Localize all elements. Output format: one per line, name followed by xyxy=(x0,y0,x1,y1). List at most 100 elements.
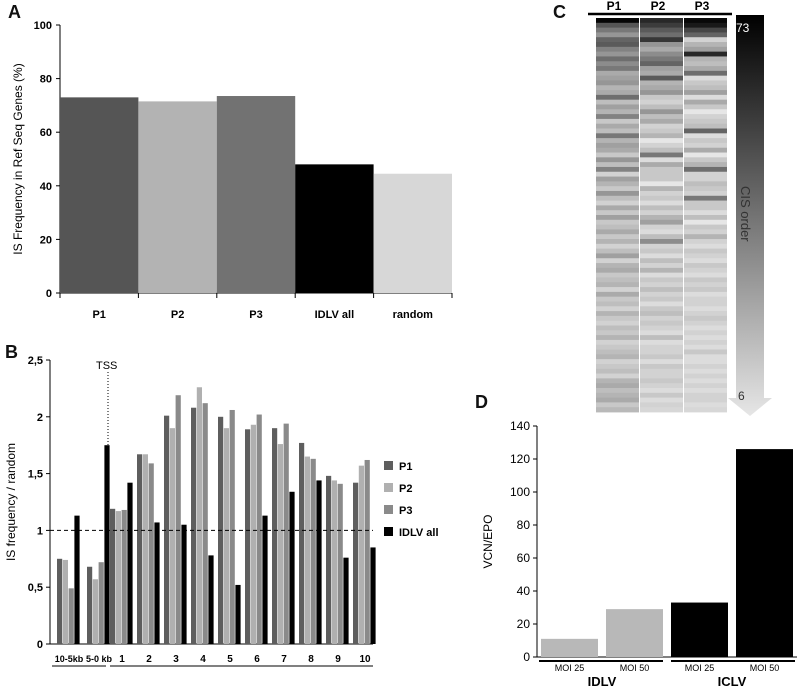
panel-c-heatmap-cell xyxy=(640,296,683,302)
panel-c-heatmap-cell xyxy=(640,109,683,115)
panel-c-heatmap-cell xyxy=(684,186,727,192)
panel-b-x-tick-label: 5-0 kb xyxy=(86,654,113,664)
panel-c-heatmap-cell xyxy=(640,37,683,43)
panel-c-heatmap-cell xyxy=(596,210,639,216)
panel-b-bar xyxy=(272,428,278,644)
panel-c-heatmap-cell xyxy=(596,407,639,413)
panel-c-heatmap-cell xyxy=(684,325,727,331)
panel-a-bar-p3 xyxy=(216,96,296,294)
panel-a-x-tick-label: P3 xyxy=(249,309,262,321)
panel-c-heatmap-cell xyxy=(596,176,639,182)
panel-c-heatmap-cell xyxy=(640,147,683,153)
panel-c-heatmap-cell xyxy=(684,166,727,173)
panel-c-heatmap-cell xyxy=(596,402,639,408)
panel-c-heatmap-cell xyxy=(684,311,727,317)
panel-c-heatmap-cell xyxy=(640,359,683,365)
panel-c-heatmap-cell xyxy=(640,282,683,288)
panel-c-heatmap-cell xyxy=(684,56,727,62)
panel-c-heatmap-cell xyxy=(640,339,683,346)
panel-c-heatmap-cell xyxy=(640,349,683,355)
panel-d-x-tick-label: MOI 50 xyxy=(750,663,780,673)
panel-b-x-tick-label: 8 xyxy=(308,654,314,665)
panel-b-bar xyxy=(62,559,68,644)
panel-c-heatmap-cell xyxy=(640,46,683,53)
panel-c-heatmap-cell xyxy=(596,190,639,197)
panel-d-x-tick-label: MOI 50 xyxy=(620,663,650,673)
panel-c-heatmap-cell xyxy=(596,243,639,250)
panel-b-bar xyxy=(250,424,256,644)
panel-c-heatmap-cell xyxy=(596,258,639,264)
panel-b-bar xyxy=(337,483,343,644)
panel-c-heatmap-cell xyxy=(684,195,727,201)
panel-c-heatmap-cell xyxy=(596,90,639,96)
panel-a-x-tick-label: P2 xyxy=(171,309,184,321)
panel-c-heatmap-cell xyxy=(596,166,639,173)
panel-c-heatmap-cell xyxy=(596,138,639,144)
panel-c-heatmap-cell xyxy=(640,205,683,211)
panel-c-heatmap-cell xyxy=(596,229,639,235)
panel-c-heatmap-cell xyxy=(640,224,683,230)
panel-c-heatmap-cell xyxy=(596,99,639,105)
panel-c-heatmap-cell xyxy=(684,277,727,283)
panel-b-x-tick-label: 1 xyxy=(119,654,125,665)
panel-c-heatmap-cell xyxy=(596,315,639,322)
panel-c-heatmap-cell xyxy=(684,363,727,370)
panel-c-heatmap-cell xyxy=(640,267,683,274)
panel-a-bar-p2 xyxy=(138,101,217,293)
panel-b-bar xyxy=(229,409,235,644)
panel-c-heatmap-cell xyxy=(640,118,683,125)
panel-c-heatmap-cell xyxy=(596,330,639,336)
panel-c-heatmap-cell xyxy=(596,219,639,226)
panel-c-heatmap-cell xyxy=(596,253,639,259)
panel-c-heatmap-cell xyxy=(596,282,639,288)
panel-b-x-tick-label: 7 xyxy=(281,654,287,665)
panel-c-heatmap-cell xyxy=(640,263,683,269)
panel-b-x-tick-label: 5 xyxy=(227,654,233,665)
panel-d-x-tick-label: MOI 25 xyxy=(685,663,715,673)
panel-c-heatmap-cell xyxy=(596,70,639,77)
panel-c-heatmap-cell xyxy=(640,133,683,139)
panel-c-heatmap-cell xyxy=(684,229,727,235)
panel-c-heatmap-cell xyxy=(640,402,683,408)
panel-c-heatmap-cell xyxy=(684,70,727,77)
panel-c-heatmap-cell xyxy=(684,138,727,144)
panel-c-heatmap-cell xyxy=(640,253,683,259)
panel-c-heatmap-cell xyxy=(640,61,683,67)
panel-c-heatmap-cell xyxy=(596,162,639,168)
panel-b-bar xyxy=(110,508,116,644)
panel-c-heatmap-cell xyxy=(640,176,683,182)
panel-c-heatmap-cell xyxy=(684,51,727,57)
panel-c-heatmap-cell xyxy=(640,190,683,197)
panel-b-bar xyxy=(331,480,337,644)
panel-c-heatmap-cell xyxy=(684,205,727,211)
panel-c-heatmap-cell xyxy=(640,200,683,206)
panel-b-bar xyxy=(196,387,202,644)
panel-c-heatmap-cell xyxy=(640,99,683,105)
panel-c-heatmap-cell xyxy=(684,210,727,216)
panel-c-heatmap-cell xyxy=(684,234,727,240)
panel-c-heatmap-cell xyxy=(596,85,639,91)
panel-c-heatmap-cell xyxy=(640,383,683,389)
panel-d-bar xyxy=(541,638,598,657)
panel-c-heatmap-cell xyxy=(596,291,639,298)
panel-c-heatmap-cell xyxy=(684,37,727,43)
panel-c-heatmap-cell xyxy=(596,234,639,240)
panel-c-heatmap-cell xyxy=(596,320,639,326)
panel-c-heatmap-cell xyxy=(640,42,683,48)
panel-c-heatmap-cell xyxy=(596,42,639,48)
panel-a-y-tick-label: 20 xyxy=(40,234,52,246)
panel-d-y-tick-label: 60 xyxy=(517,551,531,565)
panel-c-heatmap-cell xyxy=(596,306,639,312)
panel-c-heatmap-cell xyxy=(596,152,639,158)
panel-c-heatmap-cell xyxy=(596,123,639,129)
panel-c-heatmap-cell xyxy=(596,272,639,278)
panel-c-heatmap-cell xyxy=(596,186,639,192)
panel-c-heatmap-cell xyxy=(640,219,683,226)
panel-d-y-axis-title: VCN/EPO xyxy=(481,514,495,568)
panel-c-heatmap-cell xyxy=(684,263,727,269)
panel-b-x-tick-label: 6 xyxy=(254,654,260,665)
panel-c-heatmap-cell xyxy=(596,157,639,163)
panel-c-heatmap-cell xyxy=(640,330,683,336)
panel-c-heatmap-cell xyxy=(684,133,727,139)
panel-b-legend-label: P1 xyxy=(399,461,412,473)
